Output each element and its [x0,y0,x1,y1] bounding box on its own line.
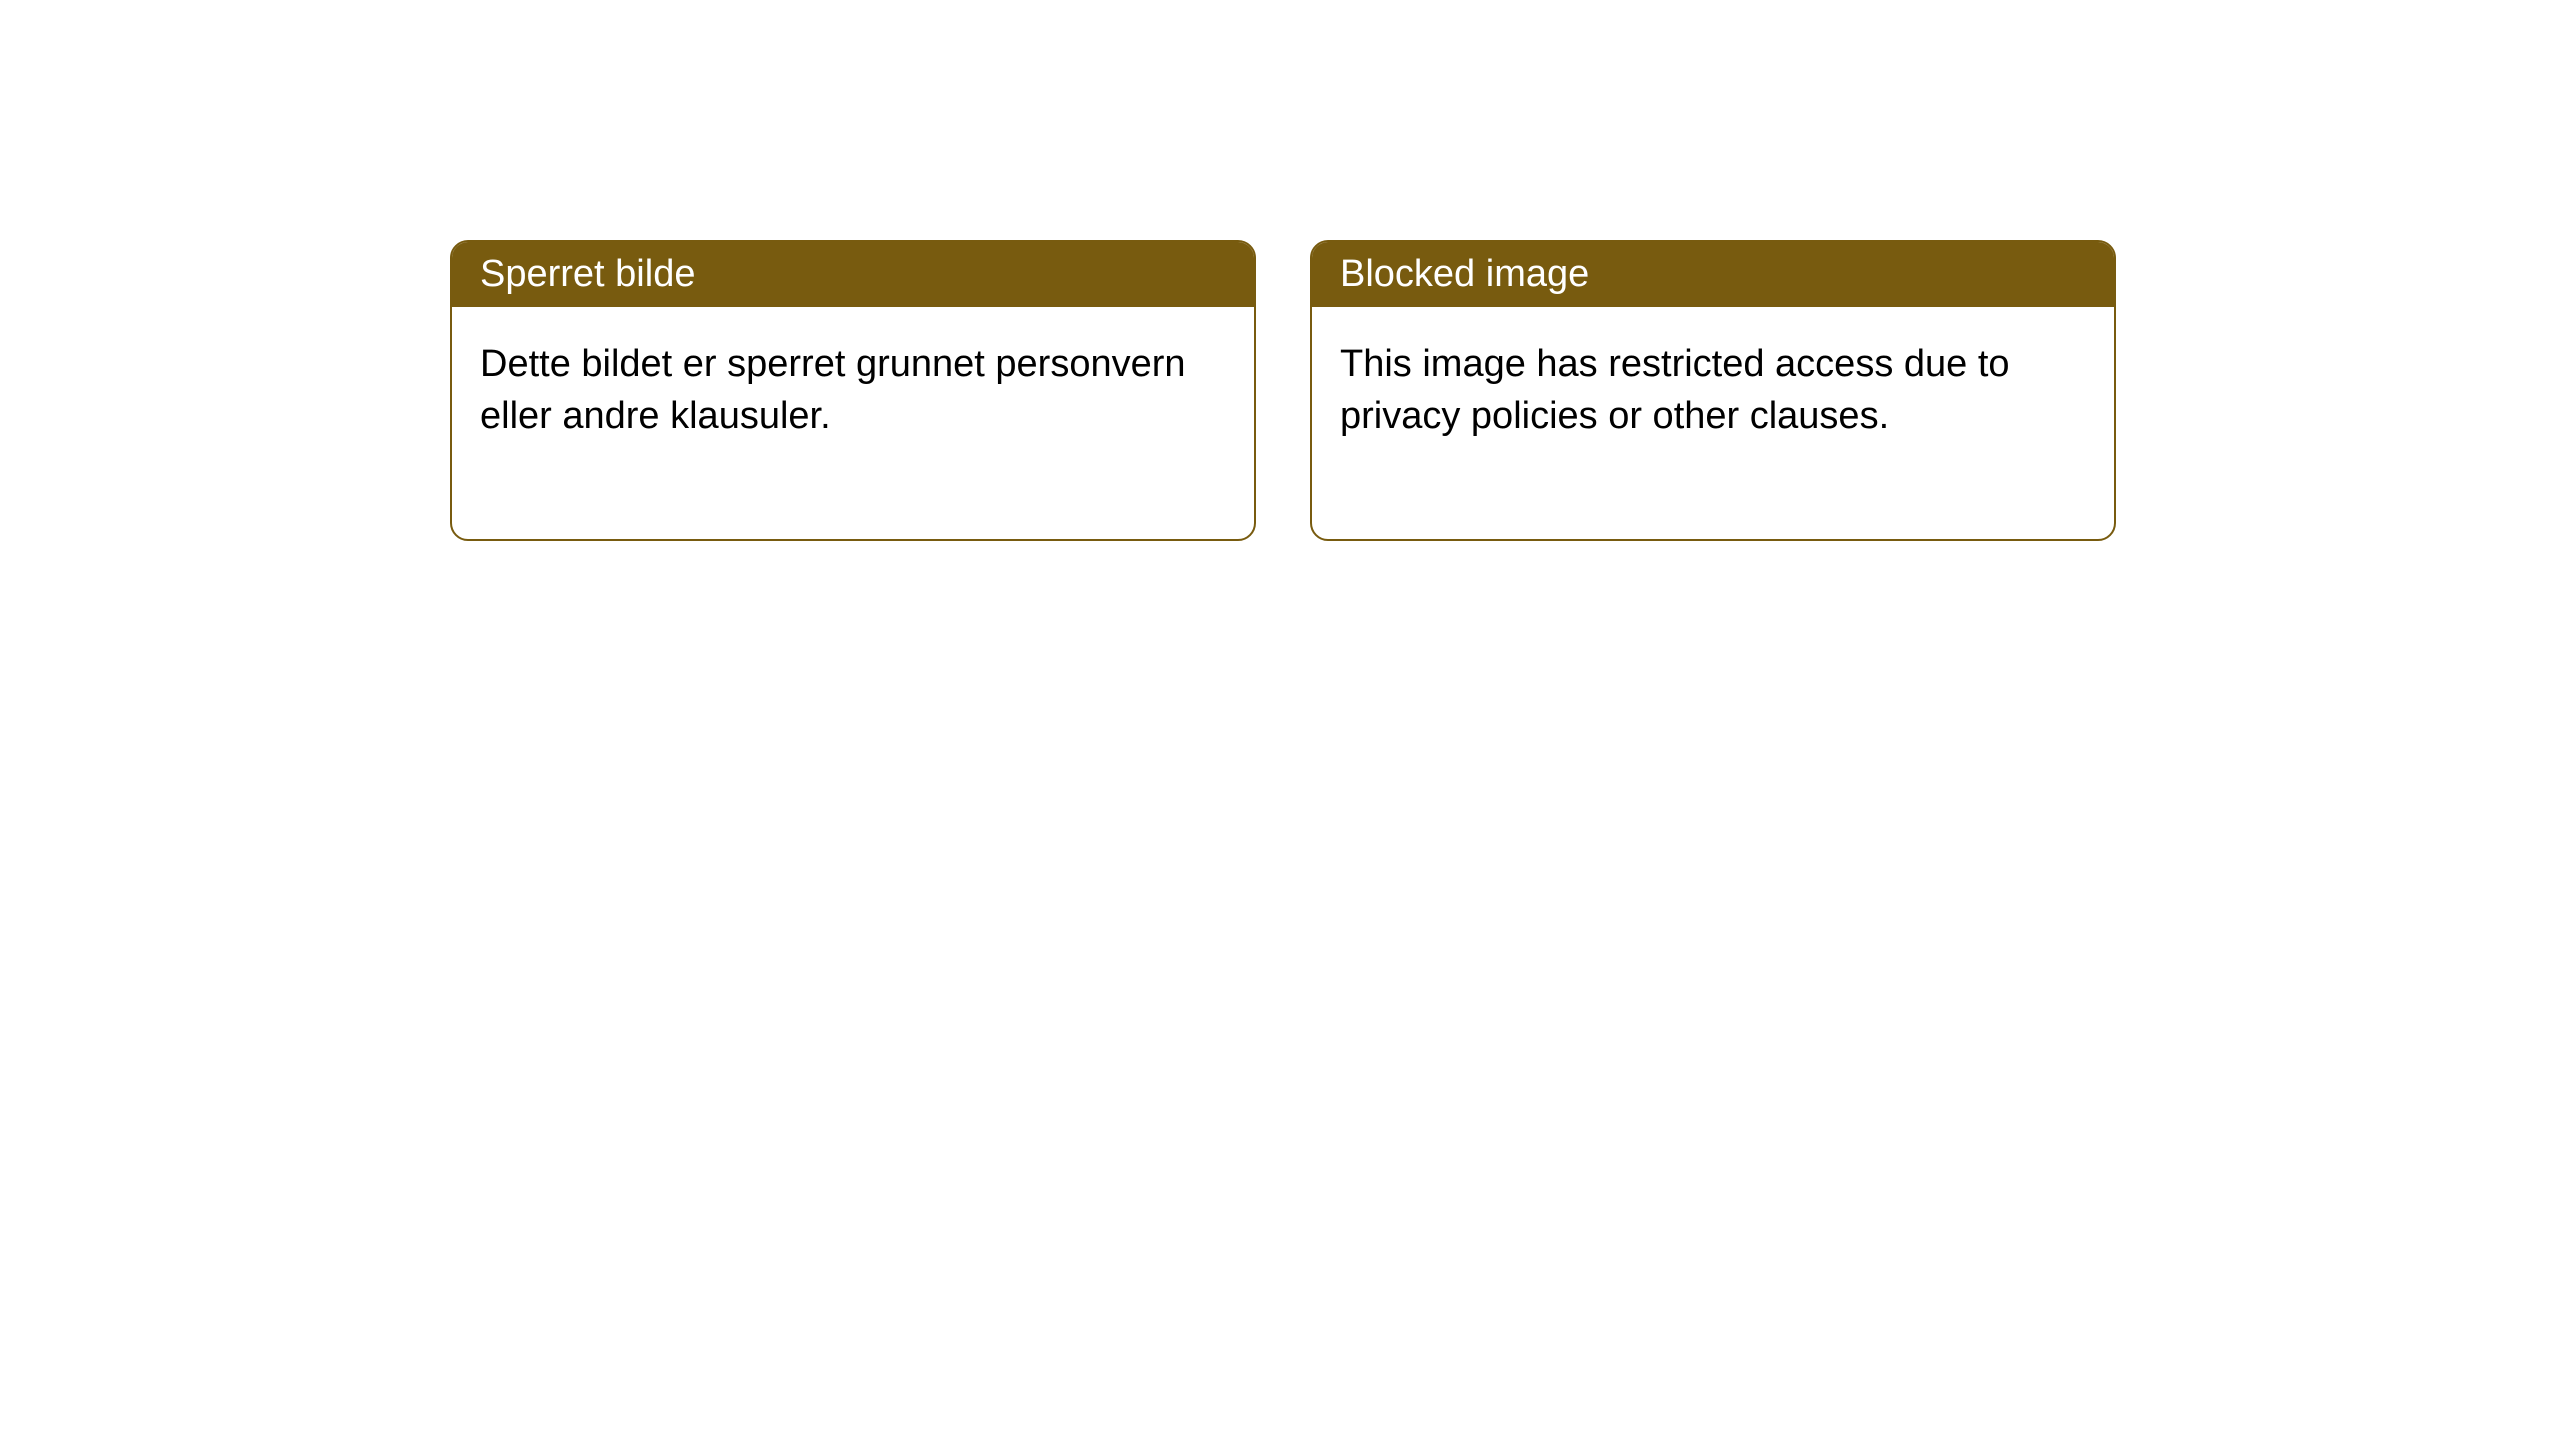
notice-body-no: Dette bildet er sperret grunnet personve… [452,307,1254,539]
notice-body-en: This image has restricted access due to … [1312,307,2114,539]
notice-container: Sperret bilde Dette bildet er sperret gr… [0,0,2560,541]
notice-card-en: Blocked image This image has restricted … [1310,240,2116,541]
notice-header-no: Sperret bilde [452,242,1254,307]
notice-header-en: Blocked image [1312,242,2114,307]
notice-card-no: Sperret bilde Dette bildet er sperret gr… [450,240,1256,541]
